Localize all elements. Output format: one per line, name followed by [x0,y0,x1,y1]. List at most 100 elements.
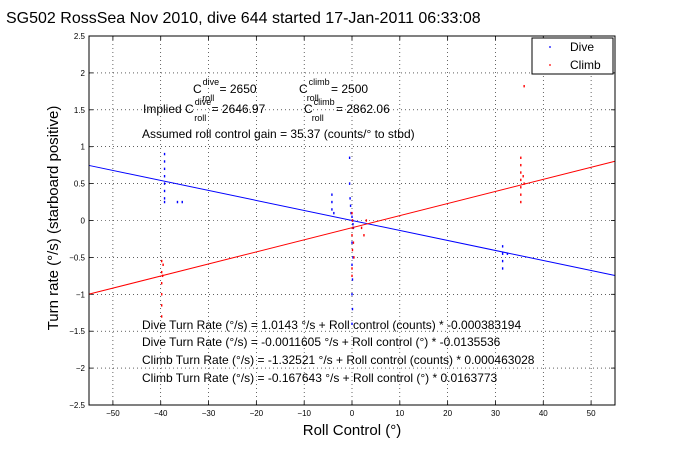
fit-equations: Dive Turn Rate (°/s) = 1.0143 °/s + Roll… [142,318,535,385]
climb-point [363,234,365,237]
climb-point [162,263,164,266]
implied-dive-value: = 2646.97 [208,102,265,116]
x-tick-label: 0 [350,409,355,418]
x-tick-label: −50 [106,409,120,418]
dive-point [349,197,351,200]
climb-point [161,274,164,278]
implied-climb-value: = 2862.06 [333,102,390,116]
climb-point [160,304,163,307]
c-roll-climb-sup: climb [309,77,330,87]
dive-point [351,278,354,281]
dive-point [352,222,354,226]
climb-point [520,193,522,196]
y-tick-label: 2 [81,69,86,78]
climb-point [520,200,522,204]
y-tick-label: 1.5 [74,106,86,115]
dive-point [331,193,333,196]
climb-point [353,256,355,259]
x-tick-label: 30 [491,409,500,418]
climb-point [520,178,522,182]
climb-point [523,84,525,88]
legend-climb-label: Climb [570,58,601,72]
c-roll-dive-value: = 2650 [216,82,257,96]
climb-point [160,270,163,274]
dive-point [351,293,353,296]
chart-title: SG502 RossSea Nov 2010, dive 644 started… [6,10,481,27]
legend-climb-marker [549,64,551,66]
implied-climb-sub: roll [312,113,324,123]
legend: Dive Climb [531,37,614,75]
implied-climb-lead: C [304,102,313,116]
climb-point [351,267,353,270]
climb-point [523,182,525,185]
climb-point [351,248,354,252]
roll-center-annotations: Cdive roll = 2650 Cclimb roll = 2500 Impli… [142,77,415,141]
y-tick-label: 0 [81,217,86,226]
c-roll-climb-lead: C [299,82,308,96]
climb-point [160,315,163,318]
c-roll-dive-sub: roll [202,93,214,103]
x-axis-label: Roll Control (°) [303,422,402,439]
climb-point [520,186,522,189]
climb-point [365,219,368,222]
dive-point [351,241,353,244]
climb-point [160,293,163,296]
climb-point [351,219,354,222]
y-tick-label: −2.5 [69,401,85,410]
dive-point [181,200,183,204]
x-tick-label: −30 [202,409,216,418]
dive-point [163,189,166,193]
dive-point [163,152,166,156]
climb-point [520,163,522,167]
climb-point [520,156,522,159]
y-tick-label: 1 [81,143,86,152]
legend-dive-marker [549,46,551,48]
climb-point [352,241,355,244]
dive-point [501,252,504,255]
dive-point [348,182,351,185]
dive-point [331,208,333,211]
y-tick-label: −1.5 [69,327,85,336]
dive-point [506,252,509,255]
dive-point [333,211,335,215]
climb-fit-line [88,160,616,295]
c-roll-climb-sub: roll [307,93,319,103]
climb-point [160,259,163,263]
climb-point [352,226,354,230]
climb-point [351,234,353,237]
legend-box [531,37,614,75]
y-axis-ticks: 2.5 2 1.5 1 0.5 0 −0.5 −1 −1.5 −2 −2.5 [69,32,615,410]
y-tick-label: −2 [76,364,86,373]
y-tick-label: −1 [76,290,86,299]
dive-point [501,245,504,248]
dive-point [163,182,166,185]
dive-point [331,200,333,204]
climb-point [351,211,353,215]
climb-point [160,282,163,285]
dive-point [348,156,351,159]
equation-climb-degrees: Climb Turn Rate (°/s) = -0.167643 °/s + … [142,371,498,385]
x-tick-label: 20 [443,409,452,418]
equation-dive-degrees: Dive Turn Rate (°/s) = -0.0011605 °/s + … [142,335,501,349]
y-tick-label: −0.5 [69,253,85,262]
roll-gain-annotation: Assumed roll control gain = 35.37 (count… [142,127,415,141]
dive-point [176,200,179,204]
dive-point [163,167,166,171]
dive-point [351,322,353,326]
y-tick-label: 2.5 [74,32,86,41]
implied-dive-sup: dive [195,97,212,107]
dive-point [350,211,352,215]
dive-point [501,259,504,263]
dive-point [501,267,504,270]
y-tick-label: 0.5 [74,180,86,189]
x-tick-label: −10 [297,409,311,418]
y-axis-label: Turn rate (°/s) (starboard positive) [45,106,62,331]
plot-area: −50 −40 −30 −20 −10 0 10 20 30 40 50 2.521.510.50−… [69,32,616,418]
grid [89,35,615,406]
dive-point [352,256,354,259]
x-tick-label: 40 [539,409,548,418]
c-roll-climb-value: = 2500 [328,82,369,96]
